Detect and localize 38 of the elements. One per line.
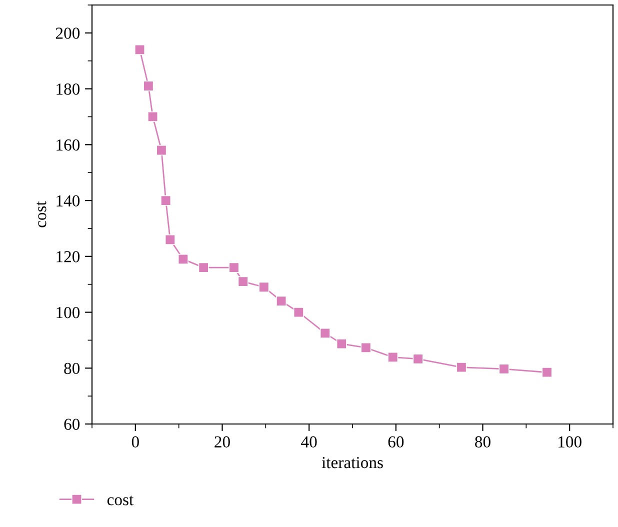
y-axis-title: cost [36,201,46,228]
point [498,364,510,374]
y-tick-label: 100 [56,306,80,318]
x-tick-label: 80 [475,436,490,448]
x-tick-label: 0 [132,436,139,448]
point [258,282,270,292]
point [134,44,146,55]
point [198,262,209,273]
point [320,328,330,338]
y-tick-label: 80 [64,362,80,374]
x-tick-label: 100 [558,436,582,448]
x-tick-label: 60 [388,436,404,448]
point [164,234,176,245]
point [456,362,467,373]
y-tick-label: 140 [56,195,80,206]
y-tick-label: 160 [56,139,80,151]
point [143,80,154,92]
point [148,111,158,122]
x-tick-label: 20 [214,436,230,448]
x-axis-title: iterations [322,457,383,468]
point [156,144,167,156]
x-tick-label: 40 [301,436,317,448]
y-tick-label: 180 [56,84,80,95]
point [228,262,240,273]
point [238,276,248,287]
point [388,352,398,363]
y-tick-label: 120 [56,251,80,262]
point [360,342,372,354]
y-tick-label: 200 [56,28,80,39]
point [412,354,424,364]
point [542,367,552,378]
y-tick-label: 60 [64,418,80,430]
legend-label: cost [107,496,134,506]
point [293,306,304,318]
point [276,296,287,306]
point [178,254,188,264]
point [336,338,347,350]
point [160,195,172,206]
